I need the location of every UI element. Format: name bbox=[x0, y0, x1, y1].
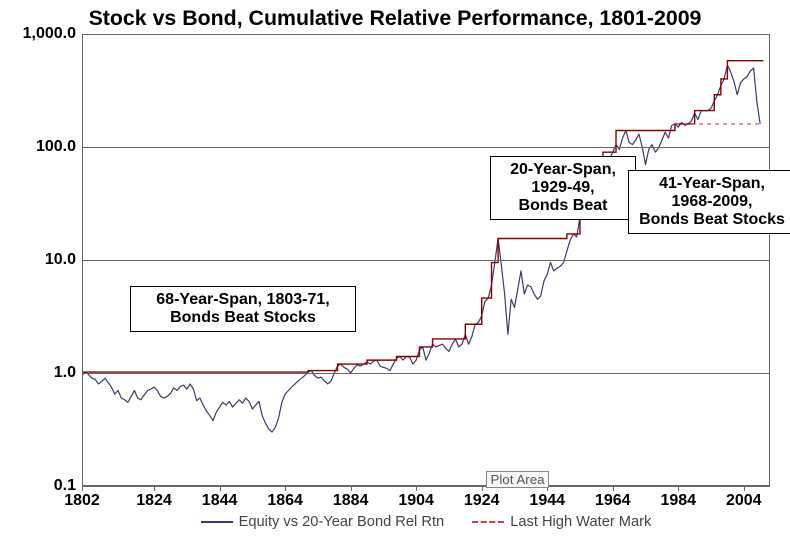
x-tick-label: 1904 bbox=[398, 492, 434, 510]
y-gridline bbox=[82, 486, 770, 487]
y-tick-label: 1.0 bbox=[16, 364, 76, 382]
x-tick-label: 1944 bbox=[529, 492, 565, 510]
x-tick bbox=[220, 486, 221, 491]
legend-label-equity: Equity vs 20-Year Bond Rel Rtn bbox=[239, 514, 445, 530]
annotation-20yr: 20-Year-Span,1929-49,Bonds Beat bbox=[490, 156, 636, 220]
plot-area-label: Plot Area bbox=[486, 471, 548, 488]
y-gridline bbox=[82, 147, 770, 148]
y-tick-label: 10.0 bbox=[16, 251, 76, 269]
y-gridline bbox=[82, 260, 770, 261]
legend-label-hwm: Last High Water Mark bbox=[510, 514, 651, 530]
x-tick bbox=[154, 486, 155, 491]
annotation-line: 1968-2009, bbox=[637, 193, 787, 211]
y-tick-label: 100.0 bbox=[16, 138, 76, 156]
x-tick-label: 1844 bbox=[202, 492, 238, 510]
x-tick-label: 1802 bbox=[64, 492, 100, 510]
legend-swatch-hwm bbox=[472, 521, 504, 523]
x-tick-label: 1824 bbox=[136, 492, 172, 510]
y-tick-label: 1,000.0 bbox=[16, 25, 76, 43]
x-tick-label: 1864 bbox=[267, 492, 303, 510]
x-tick bbox=[285, 486, 286, 491]
legend-swatch-equity bbox=[201, 521, 233, 523]
x-tick bbox=[678, 486, 679, 491]
legend-item-equity: Equity vs 20-Year Bond Rel Rtn bbox=[201, 514, 445, 530]
y-gridline bbox=[82, 34, 770, 35]
annotation-line: 68-Year-Span, 1803-71, bbox=[139, 291, 347, 309]
x-tick bbox=[744, 486, 745, 491]
x-tick-label: 1884 bbox=[333, 492, 369, 510]
x-tick-label: 1964 bbox=[595, 492, 631, 510]
x-tick-label: 1924 bbox=[464, 492, 500, 510]
x-tick bbox=[82, 486, 83, 491]
legend-item-hwm: Last High Water Mark bbox=[472, 514, 651, 530]
annotation-line: Bonds Beat Stocks bbox=[637, 211, 787, 229]
legend: Equity vs 20-Year Bond Rel Rtn Last High… bbox=[82, 514, 770, 530]
x-tick bbox=[613, 486, 614, 491]
annotation-line: Bonds Beat bbox=[499, 197, 627, 215]
x-tick bbox=[482, 486, 483, 491]
chart-title: Stock vs Bond, Cumulative Relative Perfo… bbox=[0, 6, 790, 31]
annotation-41yr: 41-Year-Span,1968-2009,Bonds Beat Stocks bbox=[628, 170, 790, 234]
series-equity-line bbox=[82, 65, 760, 432]
x-tick bbox=[351, 486, 352, 491]
annotation-68yr: 68-Year-Span, 1803-71,Bonds Beat Stocks bbox=[130, 286, 356, 332]
annotation-line: 20-Year-Span, bbox=[499, 161, 627, 179]
chart-container: Stock vs Bond, Cumulative Relative Perfo… bbox=[0, 0, 790, 543]
plot-area bbox=[82, 34, 770, 486]
y-gridline bbox=[82, 373, 770, 374]
plot-area-label-text: Plot Area bbox=[490, 472, 544, 487]
annotation-line: 41-Year-Span, bbox=[637, 175, 787, 193]
x-tick bbox=[416, 486, 417, 491]
x-tick-label: 1984 bbox=[660, 492, 696, 510]
x-tick-label: 2004 bbox=[726, 492, 762, 510]
annotation-line: Bonds Beat Stocks bbox=[139, 309, 347, 327]
annotation-line: 1929-49, bbox=[499, 179, 627, 197]
